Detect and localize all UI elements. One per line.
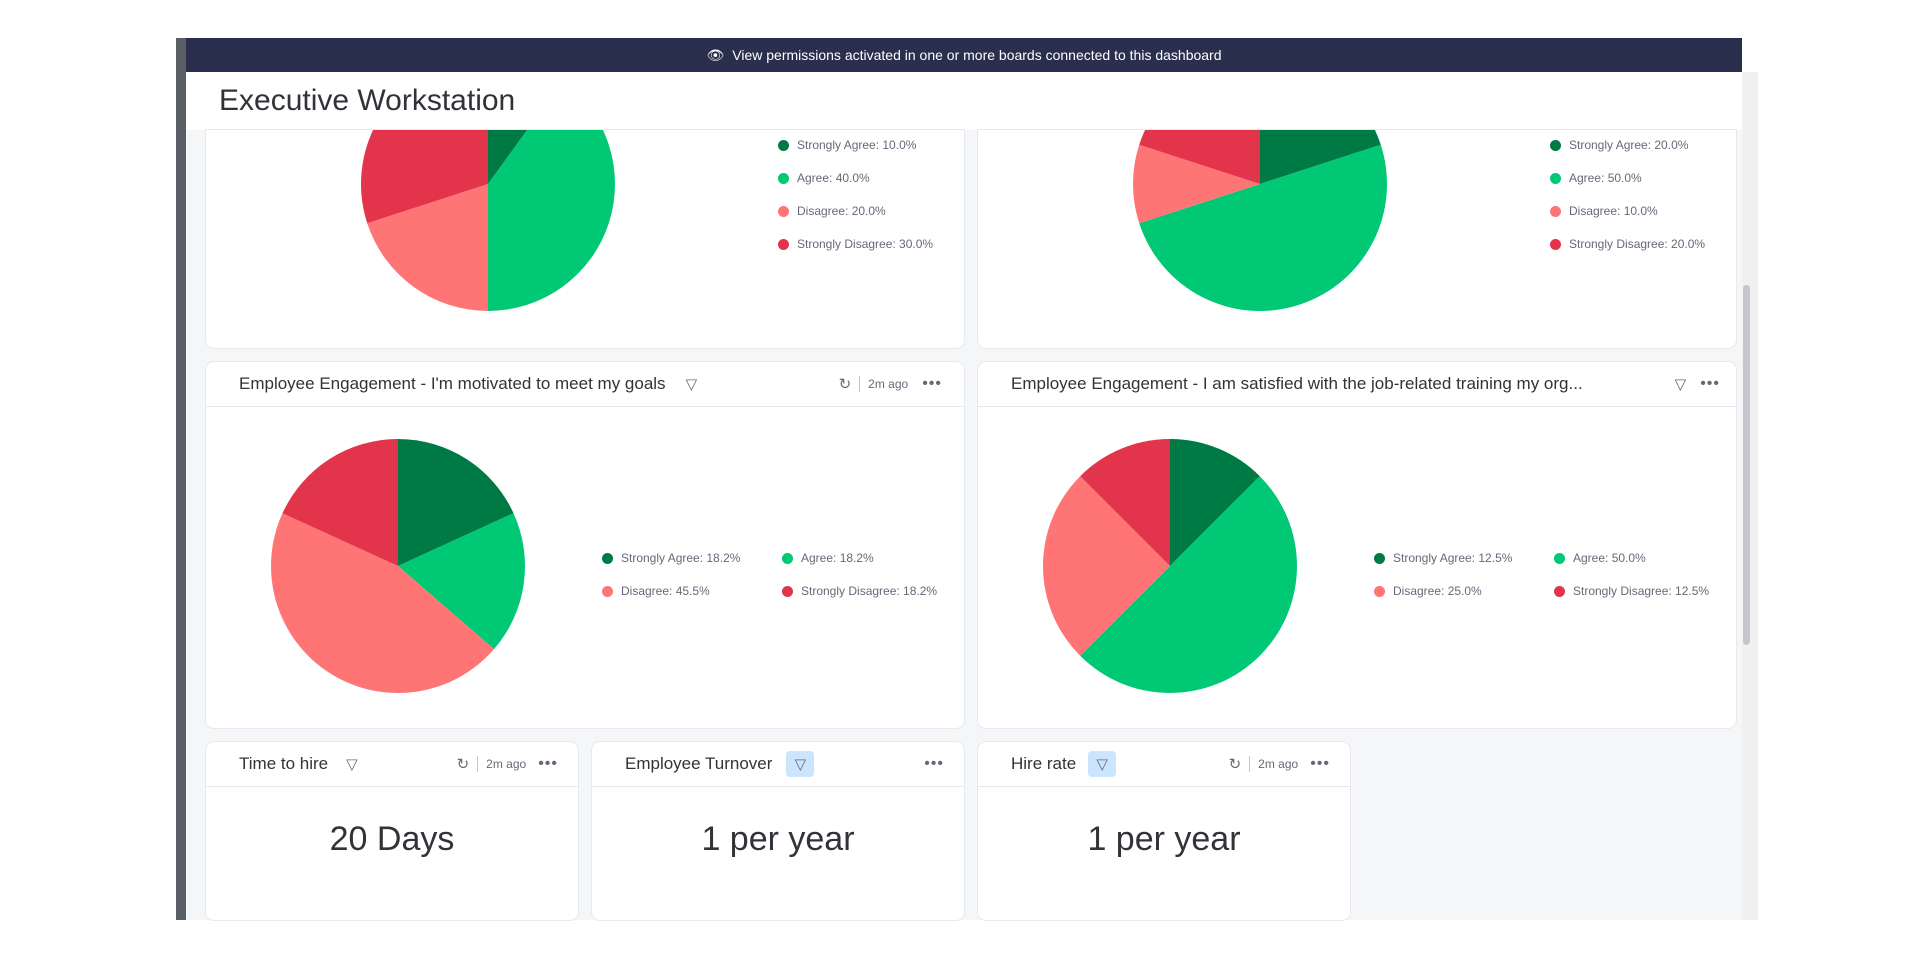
legend-item: Strongly Agree: 20.0% <box>1550 138 1688 152</box>
more-options-icon[interactable]: ••• <box>922 375 942 392</box>
legend-item: Agree: 50.0% <box>1550 171 1642 185</box>
last-updated: 2m ago <box>1258 757 1299 771</box>
pie-widget-2: Strongly Agree: 20.0% Agree: 50.0% Disag… <box>978 130 1736 348</box>
legend-item: Agree: 40.0% <box>778 171 870 185</box>
legend-dot <box>1550 139 1561 151</box>
last-updated: 2m ago <box>486 757 527 771</box>
legend-item: Strongly Disagree: 30.0% <box>778 237 933 251</box>
widget-title: Employee Turnover <box>625 754 773 773</box>
refresh-icon[interactable]: ↻ <box>838 376 852 393</box>
legend-item: Disagree: 20.0% <box>778 204 886 218</box>
metric-value: 1 per year <box>701 820 855 858</box>
widget-header: Hire rate ▽ ↻ 2m ago ••• <box>978 742 1350 787</box>
slice-agree[interactable] <box>398 513 525 650</box>
slice-disagree[interactable] <box>1043 476 1170 656</box>
filter-icon[interactable]: ▽ <box>786 751 815 777</box>
slice-disagree[interactable] <box>367 184 488 311</box>
slice-strongly-agree[interactable] <box>488 130 563 184</box>
widget-header: Employee Engagement - I'm motivated to m… <box>206 362 964 407</box>
legend-item: Disagree: 10.0% <box>1550 204 1658 218</box>
legend-dot <box>782 552 793 564</box>
slice-agree[interactable] <box>1080 476 1297 693</box>
scrollbar-thumb[interactable] <box>1743 285 1750 645</box>
more-options-icon[interactable]: ••• <box>1700 375 1720 392</box>
more-options-icon[interactable]: ••• <box>924 755 944 772</box>
pie-widget-3: Employee Engagement - I'm motivated to m… <box>206 362 964 728</box>
legend-item: Disagree: 25.0% <box>1374 584 1482 598</box>
slice-disagree[interactable] <box>1133 144 1260 224</box>
legend-dot <box>1374 585 1385 597</box>
widget-header: Time to hire ▽ ↻ 2m ago ••• <box>206 742 578 787</box>
divider <box>859 376 861 392</box>
widget-title: Hire rate <box>1011 754 1077 773</box>
legend-dot <box>1554 552 1565 564</box>
pie-chart-1 <box>361 130 615 311</box>
refresh-icon[interactable]: ↻ <box>1228 756 1242 773</box>
metric-value: 20 Days <box>329 820 455 858</box>
legend-item: Strongly Disagree: 12.5% <box>1554 584 1709 598</box>
legend-dot <box>778 205 789 217</box>
slice-strongly-disagree[interactable] <box>282 439 398 566</box>
slice-strongly-agree[interactable] <box>1170 439 1260 566</box>
slice-strongly-disagree[interactable] <box>361 130 488 224</box>
number-widget-hire-rate: Hire rate ▽ ↻ 2m ago ••• 1 per year <box>978 742 1350 920</box>
legend-dot <box>778 139 789 151</box>
legend-item: Strongly Agree: 18.2% <box>602 551 740 565</box>
more-options-icon[interactable]: ••• <box>1310 755 1330 772</box>
scrollbar-track[interactable] <box>1742 72 1758 920</box>
legend-item: Strongly Agree: 10.0% <box>778 138 916 152</box>
pie-chart-3 <box>270 439 525 693</box>
filter-icon[interactable]: ▽ <box>685 376 698 393</box>
legend-item: Disagree: 45.5% <box>602 584 710 598</box>
more-options-icon[interactable]: ••• <box>538 755 558 772</box>
slice-agree[interactable] <box>488 130 615 311</box>
pie-widget-1: Strongly Agree: 10.0% Agree: 40.0% Disag… <box>206 130 964 348</box>
legend-dot <box>778 238 789 250</box>
pie-chart-4 <box>1043 439 1297 693</box>
dashboard-header: Executive Workstation <box>186 72 1742 130</box>
legend-item: Strongly Agree: 12.5% <box>1374 551 1512 565</box>
widget-header: Employee Engagement - I am satisfied wit… <box>978 362 1736 407</box>
slice-strongly-disagree[interactable] <box>1080 439 1170 566</box>
last-updated: 2m ago <box>868 377 909 391</box>
filter-icon[interactable]: ▽ <box>1674 376 1687 393</box>
slice-agree[interactable] <box>1139 144 1387 311</box>
slice-disagree[interactable] <box>270 513 494 693</box>
pie-widget-4: Employee Engagement - I am satisfied wit… <box>978 362 1736 728</box>
legend-dot <box>1550 205 1561 217</box>
legend-item: Agree: 18.2% <box>782 551 874 565</box>
legend-dot <box>1374 552 1385 564</box>
legend-item: Strongly Disagree: 18.2% <box>782 584 937 598</box>
slice-strongly-agree[interactable] <box>398 439 514 566</box>
left-panel-edge <box>176 38 186 920</box>
number-widget-time-to-hire: Time to hire ▽ ↻ 2m ago ••• 20 Days <box>206 742 578 920</box>
permissions-banner: 👁︎ View permissions activated in one or … <box>186 38 1742 72</box>
legend-dot <box>1550 172 1561 184</box>
pie-chart-2 <box>1133 130 1387 311</box>
widget-header: Employee Turnover ▽ ••• <box>592 742 964 787</box>
legend-dot <box>1550 238 1561 250</box>
eye-off-icon: 👁︎ <box>706 46 725 63</box>
filter-icon[interactable]: ▽ <box>346 756 358 773</box>
widget-title: Time to hire <box>239 754 329 773</box>
legend-item: Agree: 50.0% <box>1554 551 1646 565</box>
page-title: Executive Workstation <box>219 84 516 117</box>
filter-icon[interactable]: ▽ <box>1088 751 1117 777</box>
legend-dot <box>782 585 793 597</box>
slice-strongly-disagree[interactable] <box>1139 130 1260 184</box>
legend-item: Strongly Disagree: 20.0% <box>1550 237 1705 251</box>
legend-dot <box>602 552 613 564</box>
divider <box>477 756 479 772</box>
slice-strongly-agree[interactable] <box>1260 130 1381 184</box>
metric-value: 1 per year <box>1087 820 1241 858</box>
legend-dot <box>1554 585 1565 597</box>
divider <box>1249 756 1251 772</box>
number-widget-employee-turnover: Employee Turnover ▽ ••• 1 per year <box>592 742 964 920</box>
refresh-icon[interactable]: ↻ <box>456 756 470 773</box>
banner-text: View permissions activated in one or mor… <box>732 47 1222 63</box>
legend-dot <box>602 585 613 597</box>
legend-dot <box>778 172 789 184</box>
